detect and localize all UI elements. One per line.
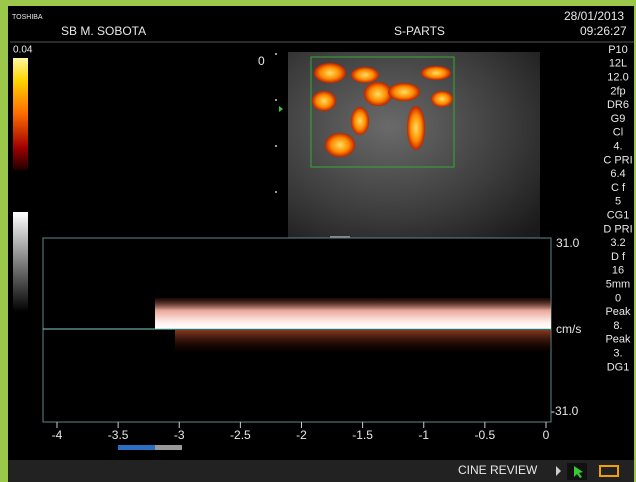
depth-start: 0 (258, 54, 265, 68)
velocity-unit: cm/s (556, 322, 581, 336)
velocity-min: -31.0 (551, 404, 579, 418)
cine-bar-rest (155, 445, 182, 450)
doppler-spectrum-reverse (175, 330, 551, 354)
parameter: G9 (611, 113, 626, 125)
parameter: Peak (605, 334, 631, 346)
parameter: 5 (615, 196, 621, 208)
parameter: 3.2 (610, 237, 625, 249)
time-tick-label: -1.5 (352, 428, 373, 442)
parameter: Cl (613, 127, 623, 139)
preset: S-PARTS (394, 24, 445, 38)
parameter: CG1 (607, 210, 630, 222)
parameter: DG1 (607, 361, 630, 373)
parameter: Peak (605, 306, 631, 318)
parameter: 3. (613, 348, 622, 360)
status-bar (8, 460, 634, 482)
parameter: C f (611, 182, 626, 194)
color-bar (13, 58, 28, 170)
date: 28/01/2013 (564, 9, 624, 23)
patient: SB M. SOBOTA (61, 24, 146, 38)
parameter: P10 (608, 44, 628, 56)
gray-bar (13, 212, 28, 312)
time-tick-label: -3 (174, 428, 185, 442)
time-tick-label: -4 (52, 428, 63, 442)
mode: CINE REVIEW (458, 463, 538, 477)
cine-bar (118, 445, 155, 450)
ultrasound-screen: TOSHIBA SB M. SOBOTA S-PARTS 28/01/2013 … (0, 0, 636, 482)
time-tick-label: -0.5 (475, 428, 496, 442)
parameter: D f (611, 251, 626, 263)
parameter: 12L (609, 58, 627, 70)
parameter: DR6 (607, 99, 629, 111)
parameter: 6.4 (610, 168, 625, 180)
parameter: 16 (612, 265, 624, 277)
brand: TOSHIBA (12, 14, 43, 21)
parameter: 12.0 (607, 72, 628, 84)
parameter: 2fp (610, 85, 625, 97)
page: TOSHIBA SB M. SOBOTA S-PARTS 28/01/2013 … (0, 0, 636, 482)
parameter: C PRI (603, 154, 632, 166)
time-tick-label: -1 (418, 428, 429, 442)
time-tick-label: 0 (543, 428, 550, 442)
parameter: D PRI (603, 223, 632, 235)
parameter: 5mm (606, 279, 630, 291)
time: 09:26:27 (580, 24, 627, 38)
doppler-spectrum (155, 298, 551, 329)
time-tick-label: -2.5 (230, 428, 251, 442)
parameter: 0 (615, 292, 621, 304)
time-tick-label: -3.5 (108, 428, 129, 442)
velocity-max: 31.0 (556, 236, 580, 250)
color-scale-max: 0.04 (13, 45, 33, 56)
parameter: 4. (613, 141, 622, 153)
time-tick-label: -2 (296, 428, 307, 442)
parameter: 8. (613, 320, 622, 332)
